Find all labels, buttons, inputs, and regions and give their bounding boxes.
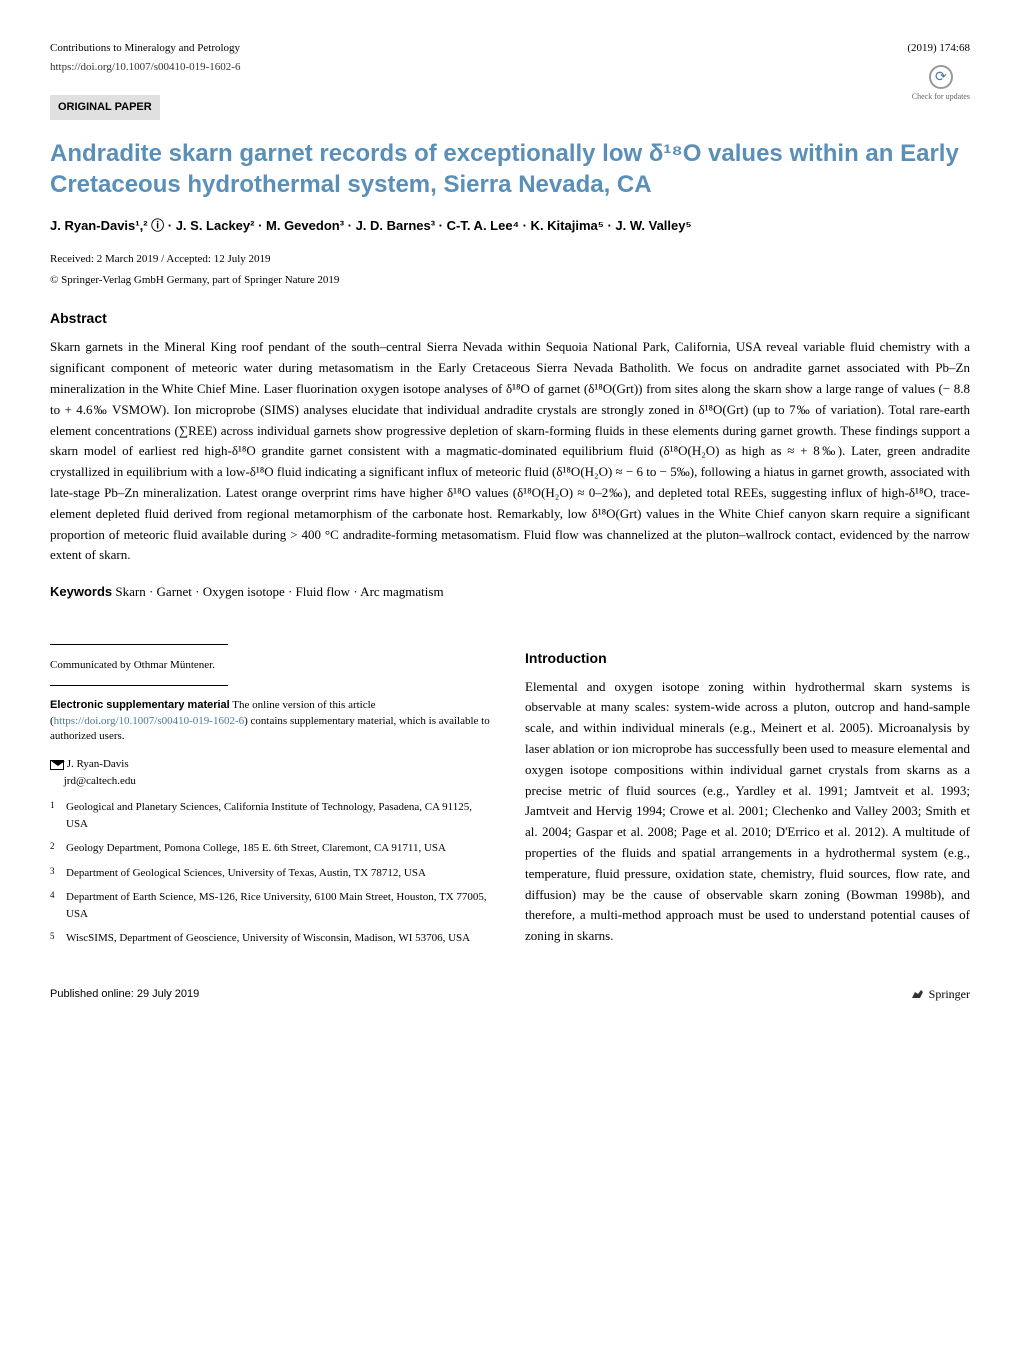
check-updates-text: Check for updates — [912, 92, 970, 101]
affiliation-item: 3 Department of Geological Sciences, Uni… — [50, 865, 495, 882]
supp-link[interactable]: https://doi.org/10.1007/s00410-019-1602-… — [54, 715, 244, 727]
affil-text: Geological and Planetary Sciences, Calif… — [66, 799, 495, 832]
separator-line — [50, 644, 228, 645]
supplementary-material: Electronic supplementary material The on… — [50, 698, 495, 744]
authors-list: J. Ryan-Davis¹,² ⓘ · J. S. Lackey² · M. … — [50, 216, 970, 236]
introduction-body: Elemental and oxygen isotope zoning with… — [525, 677, 970, 947]
affil-number: 1 — [50, 799, 66, 832]
copyright: © Springer-Verlag GmbH Germany, part of … — [50, 272, 970, 289]
published-date: Published online: 29 July 2019 — [50, 986, 199, 1003]
affil-number: 5 — [50, 930, 66, 947]
affiliations-list: 1 Geological and Planetary Sciences, Cal… — [50, 799, 495, 947]
paper-title: Andradite skarn garnet records of except… — [50, 138, 970, 200]
affil-text: Geology Department, Pomona College, 185 … — [66, 840, 446, 857]
check-updates-badge[interactable]: ⟳ Check for updates — [912, 65, 970, 103]
check-updates-icon: ⟳ — [929, 65, 953, 89]
corresponding-author: J. Ryan-Davis jrd@caltech.edu — [50, 756, 495, 789]
keywords-values: Skarn · Garnet · Oxygen isotope · Fluid … — [115, 584, 443, 599]
envelope-icon — [50, 760, 64, 770]
right-column: Introduction Elemental and oxygen isotop… — [525, 632, 970, 955]
affil-text: Department of Geological Sciences, Unive… — [66, 865, 426, 882]
affil-number: 3 — [50, 865, 66, 882]
introduction-heading: Introduction — [525, 648, 970, 669]
page-footer: Published online: 29 July 2019 Springer — [50, 985, 970, 1003]
affil-text: WiscSIMS, Department of Geoscience, Univ… — [66, 930, 470, 947]
authors-text: J. Ryan-Davis¹,² ⓘ · J. S. Lackey² · M. … — [50, 218, 692, 233]
publisher-logo: Springer — [909, 985, 970, 1003]
keywords-label: Keywords — [50, 584, 112, 599]
affiliation-item: 2 Geology Department, Pomona College, 18… — [50, 840, 495, 857]
journal-header: Contributions to Mineralogy and Petrolog… — [50, 40, 970, 57]
affil-number: 4 — [50, 889, 66, 922]
separator-line — [50, 685, 228, 686]
doi: https://doi.org/10.1007/s00410-019-1602-… — [50, 59, 970, 76]
journal-name: Contributions to Mineralogy and Petrolog… — [50, 40, 240, 57]
corr-name: J. Ryan-Davis — [67, 758, 129, 770]
received-accepted: Received: 2 March 2019 / Accepted: 12 Ju… — [50, 251, 970, 268]
abstract-body: Skarn garnets in the Mineral King roof p… — [50, 337, 970, 566]
left-column: Communicated by Othmar Müntener. Electro… — [50, 632, 495, 955]
affiliation-item: 4 Department of Earth Science, MS-126, R… — [50, 889, 495, 922]
supp-label: Electronic supplementary material — [50, 699, 230, 711]
affil-number: 2 — [50, 840, 66, 857]
paper-type-label: ORIGINAL PAPER — [50, 95, 160, 120]
communicated-by: Communicated by Othmar Müntener. — [50, 657, 495, 674]
springer-icon — [909, 986, 925, 1002]
affiliation-item: 1 Geological and Planetary Sciences, Cal… — [50, 799, 495, 832]
publisher-name: Springer — [929, 985, 970, 1003]
citation: (2019) 174:68 — [907, 40, 970, 57]
affil-text: Department of Earth Science, MS-126, Ric… — [66, 889, 495, 922]
keywords-row: Keywords Skarn · Garnet · Oxygen isotope… — [50, 582, 970, 602]
corr-email: jrd@caltech.edu — [64, 775, 136, 787]
abstract-heading: Abstract — [50, 308, 970, 329]
affiliation-item: 5 WiscSIMS, Department of Geoscience, Un… — [50, 930, 495, 947]
